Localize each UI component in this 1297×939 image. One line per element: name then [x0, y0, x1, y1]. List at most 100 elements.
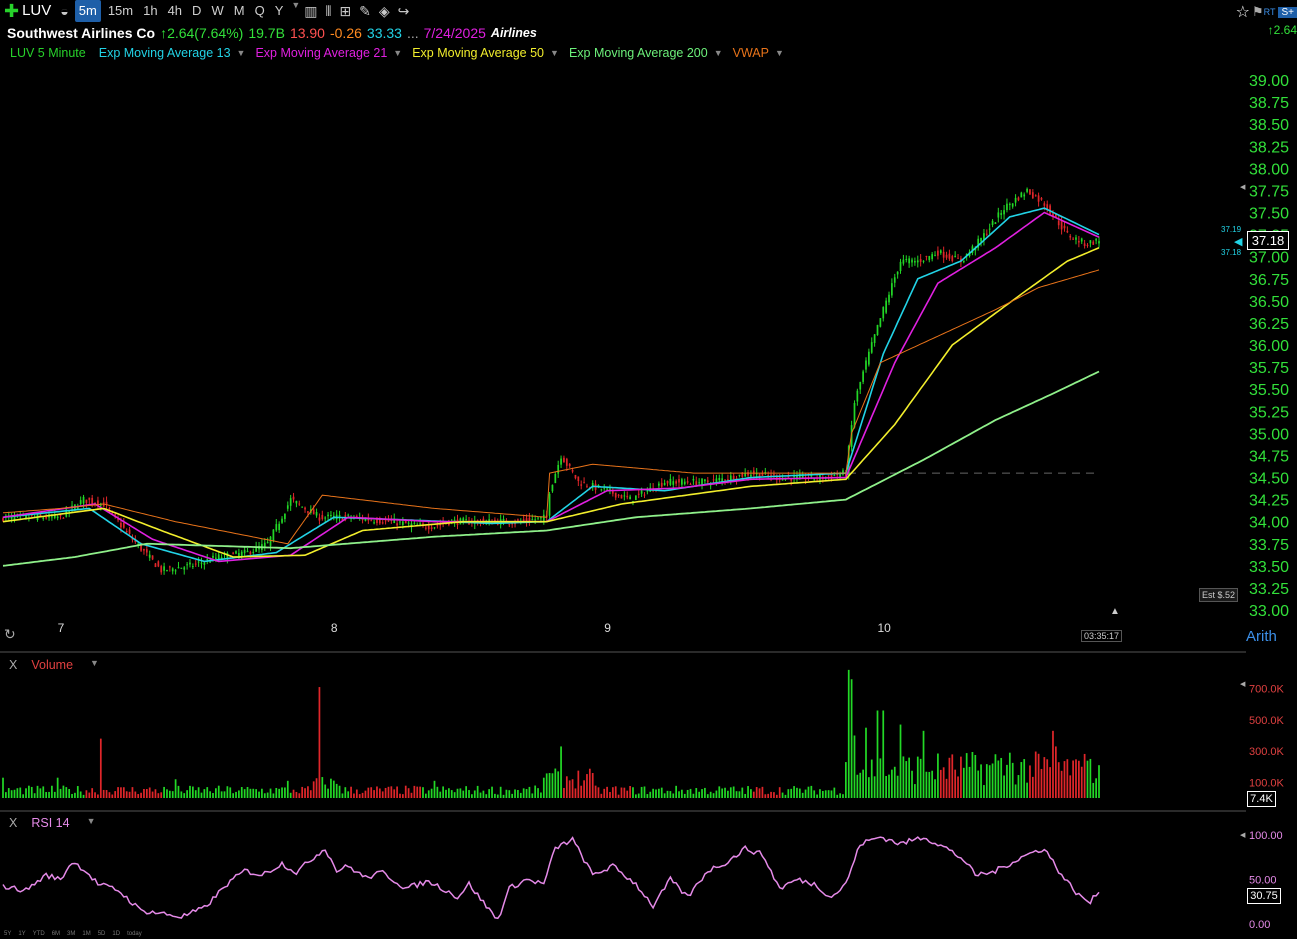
range-5y[interactable]: 5Y [4, 931, 12, 937]
volume-bar [301, 786, 304, 798]
add-symbol-icon[interactable]: ✚ [4, 0, 20, 21]
candle-body [689, 483, 692, 485]
volume-bar [868, 777, 870, 798]
s-plus-icon[interactable]: S+ [1278, 6, 1297, 18]
candle-body [45, 517, 48, 519]
candle-body [272, 529, 275, 541]
legend-dropdown-icon[interactable]: ▼ [774, 48, 784, 58]
legend-dropdown-icon[interactable]: ▼ [550, 48, 559, 58]
candle-body [583, 482, 585, 484]
volume-bar [819, 789, 821, 798]
range-1y[interactable]: 1Y [18, 931, 26, 937]
timeframe-w[interactable]: W [211, 3, 224, 18]
candle-body [554, 474, 557, 484]
earnings-estimate-label[interactable]: Est $.52 [1199, 588, 1239, 602]
candle-body [312, 509, 315, 515]
volume-bar [893, 766, 896, 798]
volume-bar [30, 786, 33, 798]
bar-style-icon[interactable]: ⫴ [325, 2, 332, 19]
range-1d[interactable]: 1D [112, 931, 121, 937]
legend-item-0[interactable]: LUV 5 Minute [10, 46, 86, 60]
volume-bar [355, 789, 358, 798]
chart-type-icon[interactable]: ▥ [304, 2, 318, 19]
cycle-icon[interactable]: ↻ [4, 626, 16, 642]
quote-volume: 19.7B [248, 25, 285, 41]
volume-bar [1029, 765, 1031, 798]
candle-body [827, 475, 830, 477]
timeframe-4h[interactable]: 4h [167, 3, 183, 18]
volume-bar [215, 788, 217, 798]
legend-item-1[interactable]: Exp Moving Average 13 [98, 46, 231, 60]
volume-bar [778, 787, 781, 798]
volume-bar [1026, 782, 1028, 798]
range-6m[interactable]: 6M [51, 931, 61, 937]
volume-bar [542, 777, 545, 798]
candle-body [266, 542, 269, 544]
candle-body [928, 256, 931, 261]
candle-body [154, 563, 157, 568]
volume-bar [614, 786, 617, 798]
draw-pencil-icon[interactable]: ✎ [359, 2, 371, 19]
volume-bar [1052, 730, 1054, 798]
timeframe-1h[interactable]: 1h [143, 3, 158, 18]
candle-body [194, 563, 197, 565]
volume-bar [804, 789, 807, 798]
volume-bar [278, 788, 281, 798]
candle-body [292, 496, 295, 500]
time-axis: 7 8 9 10 [58, 621, 892, 635]
range-1m[interactable]: 1M [82, 931, 91, 937]
flag-icon[interactable]: ⚑ [1251, 4, 1264, 19]
share-icon[interactable]: ↪ [397, 2, 410, 19]
scale-mode-button[interactable]: Arith [1246, 628, 1277, 645]
candle-body [148, 554, 151, 558]
volume-title[interactable]: Volume [31, 658, 74, 672]
timeframe-m[interactable]: M [233, 3, 245, 18]
candle-body [1003, 210, 1005, 215]
candle-body [1037, 195, 1040, 202]
volume-bar [554, 768, 557, 798]
candle-body [108, 508, 111, 510]
legend-item-3[interactable]: Exp Moving Average 50 [412, 46, 545, 60]
range-ytd[interactable]: YTD [32, 931, 45, 937]
legend-item-2[interactable]: Exp Moving Average 21 [255, 46, 388, 60]
symbol-field[interactable]: LUV [22, 2, 52, 19]
candle-body [931, 254, 934, 260]
timeframe-q[interactable]: Q [254, 3, 265, 18]
eraser-icon[interactable]: ◈ [378, 2, 390, 19]
rsi-title[interactable]: RSI 14 [31, 816, 70, 830]
symbol-type-icon[interactable]: ◒ [60, 3, 69, 19]
range-3m[interactable]: 3M [67, 931, 76, 937]
candle-body [623, 495, 626, 497]
timeframe-d[interactable]: D [192, 3, 202, 18]
volume-bar [632, 787, 634, 798]
timeframe-15m[interactable]: 15m [107, 3, 134, 18]
volume-bar [669, 791, 672, 798]
candle-body [637, 493, 640, 495]
candle-body [925, 255, 928, 257]
rsi-dropdown-icon[interactable]: ▼ [86, 816, 96, 826]
volume-dropdown-icon[interactable]: ▼ [90, 658, 99, 668]
legend-item-5[interactable]: VWAP [732, 46, 769, 60]
range-today[interactable]: today [127, 931, 142, 937]
volume-close-button[interactable]: X [9, 658, 18, 672]
legend-dropdown-icon[interactable]: ▼ [393, 48, 403, 58]
volume-bar [931, 770, 934, 798]
range-5d[interactable]: 5D [97, 931, 106, 937]
indicator-icon[interactable]: ⊞ [339, 2, 352, 19]
rsi-close-button[interactable]: X [9, 816, 18, 830]
legend-item-4[interactable]: Exp Moving Average 200 [568, 46, 708, 60]
candle-body [706, 480, 709, 483]
legend-dropdown-icon[interactable]: ▼ [713, 48, 723, 58]
scroll-end-icon[interactable]: ▲ [1110, 606, 1120, 617]
price-tick-label: 35.75 [1249, 360, 1289, 377]
volume-bar [111, 794, 114, 798]
timeframe-5m[interactable]: 5m [74, 0, 101, 22]
favorite-star-icon[interactable]: ☆ [1235, 4, 1250, 21]
candle-body [991, 220, 994, 225]
legend-dropdown-icon[interactable]: ▼ [236, 48, 246, 58]
volume-tick-label: 100.0K [1249, 777, 1285, 789]
quote-more[interactable]: ... [406, 25, 419, 41]
timeframe-dropdown-icon[interactable]: ▼ [291, 0, 301, 10]
timeframe-y[interactable]: Y [274, 3, 284, 18]
